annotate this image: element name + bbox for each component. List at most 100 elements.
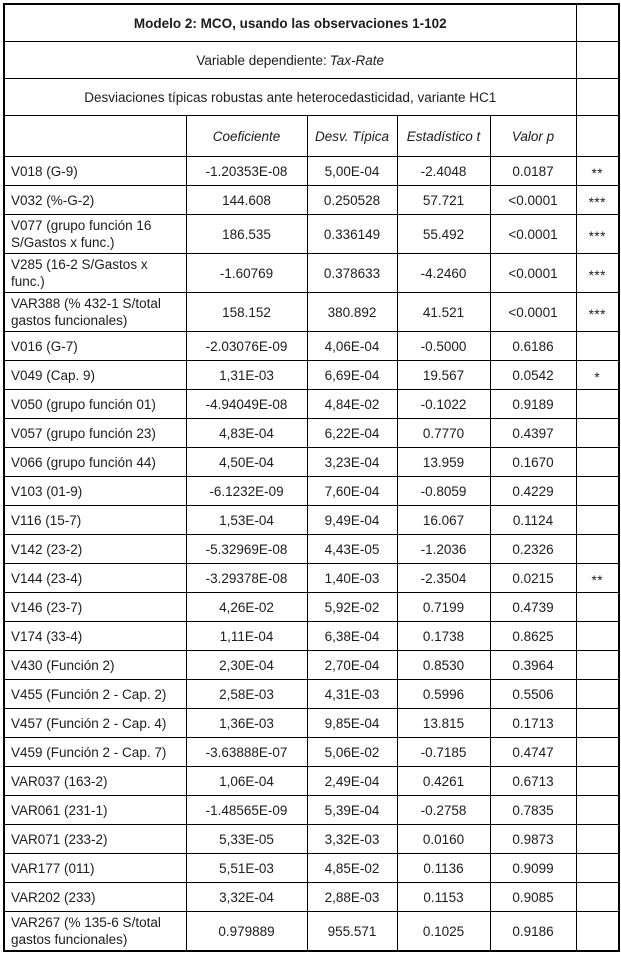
table-row: V144 (23-4) -3.29378E-08 1,40E-03 -2.350… — [3, 563, 620, 593]
coefficient-value: 1,53E-04 — [185, 505, 308, 535]
variable-name: V057 (grupo función 23) — [3, 418, 187, 448]
variable-name: V459 (Función 2 - Cap. 7) — [3, 737, 187, 767]
coefficient-value: 3,32E-04 — [185, 882, 308, 912]
variable-name: VAR177 (011) — [3, 853, 187, 883]
significance-stars — [575, 331, 620, 361]
t-stat-value: 55.492 — [396, 214, 491, 254]
variable-name: VAR061 (231-1) — [3, 795, 187, 825]
std-error-value: 4,06E-04 — [306, 331, 398, 361]
p-value: 0.1713 — [489, 708, 577, 738]
p-value: 0.3964 — [489, 650, 577, 680]
std-error-value: 6,38E-04 — [306, 621, 398, 651]
t-stat-value: -0.2758 — [396, 795, 491, 825]
coefficient-column-header: Coeficiente — [185, 115, 308, 157]
p-value: <0.0001 — [489, 185, 577, 215]
t-stat-value: -0.7185 — [396, 737, 491, 767]
t-stat-value: 19.567 — [396, 360, 491, 390]
variable-name: VAR388 (% 432-1 S/total gastos funcional… — [3, 292, 187, 332]
p-value: 0.9186 — [489, 911, 577, 952]
coefficient-value: 4,50E-04 — [185, 447, 308, 477]
significance-stars — [575, 737, 620, 767]
table-row: VAR177 (011) 5,51E-03 4,85E-02 0.1136 0.… — [3, 853, 620, 883]
p-value: 0.4739 — [489, 592, 577, 622]
table-row: V459 (Función 2 - Cap. 7) -3.63888E-07 5… — [3, 737, 620, 767]
variable-column-header — [3, 115, 187, 157]
significance-stars — [575, 621, 620, 651]
significance-stars: *** — [575, 214, 620, 254]
p-value: 0.7835 — [489, 795, 577, 825]
table-row: V057 (grupo función 23) 4,83E-04 6,22E-0… — [3, 418, 620, 448]
std-error-value: 5,00E-04 — [306, 156, 398, 186]
significance-stars: *** — [575, 185, 620, 215]
significance-stars — [575, 853, 620, 883]
std-error-value: 6,69E-04 — [306, 360, 398, 390]
robust-se-note: Desviaciones típicas robustas ante heter… — [3, 78, 577, 116]
std-error-value: 6,22E-04 — [306, 418, 398, 448]
variable-name: V032 (%-G-2) — [3, 185, 187, 215]
std-error-value: 1,40E-03 — [306, 563, 398, 593]
regression-results-table: Modelo 2: MCO, usando las observaciones … — [3, 3, 620, 952]
coefficient-value: 5,33E-05 — [185, 824, 308, 854]
p-value: 0.2326 — [489, 534, 577, 564]
p-value: 0.0187 — [489, 156, 577, 186]
t-stat-value: 16.067 — [396, 505, 491, 535]
table-row: V430 (Función 2) 2,30E-04 2,70E-04 0.853… — [3, 650, 620, 680]
std-error-value: 4,31E-03 — [306, 679, 398, 709]
significance-stars — [575, 476, 620, 506]
coefficient-value: 1,31E-03 — [185, 360, 308, 390]
std-error-value: 2,88E-03 — [306, 882, 398, 912]
variable-name: VAR202 (233) — [3, 882, 187, 912]
std-error-value: 0.378633 — [306, 253, 398, 293]
p-value: 0.9099 — [489, 853, 577, 883]
table-row: V103 (01-9) -6.1232E-09 7,60E-04 -0.8059… — [3, 476, 620, 506]
significance-stars: ** — [575, 563, 620, 593]
t-stat-value: -1.2036 — [396, 534, 491, 564]
variable-name: V116 (15-7) — [3, 505, 187, 535]
significance-spacer-cell — [575, 78, 620, 116]
p-value: 0.5506 — [489, 679, 577, 709]
std-error-value: 5,06E-02 — [306, 737, 398, 767]
std-error-value: 4,43E-05 — [306, 534, 398, 564]
coefficient-value: 2,30E-04 — [185, 650, 308, 680]
coefficient-value: -5.32969E-08 — [185, 534, 308, 564]
dependent-variable-name: Tax-Rate — [329, 52, 385, 68]
t-stat-value: 0.7199 — [396, 592, 491, 622]
t-stat-value: -0.1022 — [396, 389, 491, 419]
significance-stars — [575, 592, 620, 622]
significance-spacer-cell — [575, 41, 620, 79]
table-row: V285 (16-2 S/Gastos x func.) -1.60769 0.… — [3, 253, 620, 293]
table-row: V077 (grupo función 16 S/Gastos x func.)… — [3, 214, 620, 254]
p-value-column-header: Valor p — [489, 115, 577, 157]
significance-stars — [575, 882, 620, 912]
t-stat-value: 0.0160 — [396, 824, 491, 854]
coefficient-value: -1.60769 — [185, 253, 308, 293]
t-stat-value: -0.5000 — [396, 331, 491, 361]
p-value: 0.8625 — [489, 621, 577, 651]
column-header-row: Coeficiente Desv. Típica Estadístico t V… — [3, 115, 620, 157]
p-value: <0.0001 — [489, 292, 577, 332]
t-stat-value: 41.521 — [396, 292, 491, 332]
significance-stars — [575, 389, 620, 419]
t-stat-value: 0.1153 — [396, 882, 491, 912]
table-row: V049 (Cap. 9) 1,31E-03 6,69E-04 19.567 0… — [3, 360, 620, 390]
p-value: 0.4397 — [489, 418, 577, 448]
std-error-value: 4,84E-02 — [306, 389, 398, 419]
t-stat-value: -2.3504 — [396, 563, 491, 593]
table-row: V174 (33-4) 1,11E-04 6,38E-04 0.1738 0.8… — [3, 621, 620, 651]
t-stat-value: 0.7770 — [396, 418, 491, 448]
variable-name: V455 (Función 2 - Cap. 2) — [3, 679, 187, 709]
variable-name: V103 (01-9) — [3, 476, 187, 506]
table-row: V457 (Función 2 - Cap. 4) 1,36E-03 9,85E… — [3, 708, 620, 738]
table-row: V066 (grupo función 44) 4,50E-04 3,23E-0… — [3, 447, 620, 477]
std-error-value: 5,92E-02 — [306, 592, 398, 622]
variable-name: V457 (Función 2 - Cap. 4) — [3, 708, 187, 738]
coefficient-value: 1,36E-03 — [185, 708, 308, 738]
significance-spacer-cell — [575, 3, 620, 42]
significance-stars: *** — [575, 292, 620, 332]
coefficient-value: 158.152 — [185, 292, 308, 332]
table-row: V050 (grupo función 01) -4.94049E-08 4,8… — [3, 389, 620, 419]
table-row: VAR267 (% 135-6 S/total gastos funcional… — [3, 911, 620, 952]
coefficient-value: 4,83E-04 — [185, 418, 308, 448]
model-title: Modelo 2: MCO, usando las observaciones … — [3, 3, 577, 42]
variable-name: VAR037 (163-2) — [3, 766, 187, 796]
